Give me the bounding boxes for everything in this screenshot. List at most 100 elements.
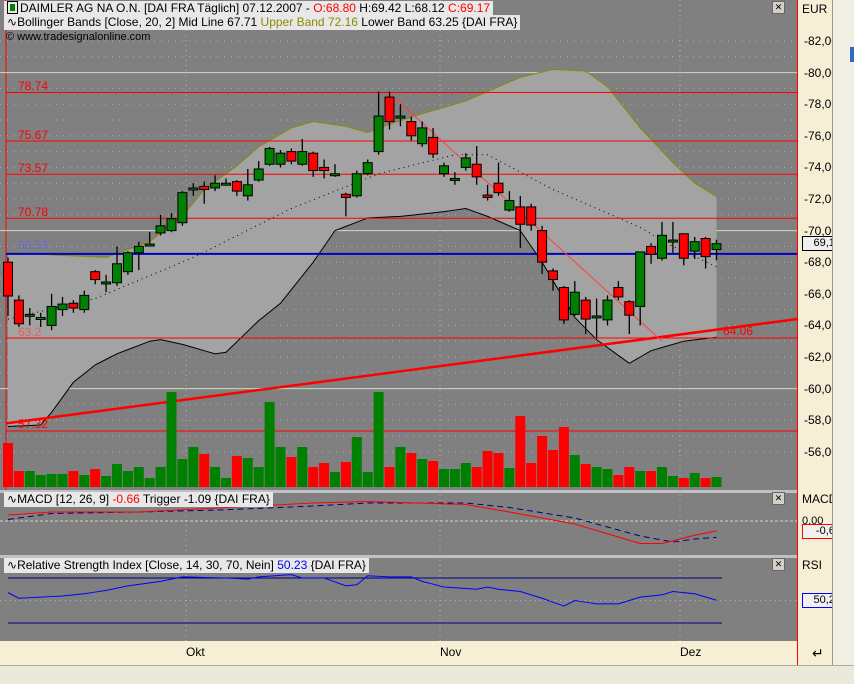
side-panel-item[interactable]: V <box>850 248 854 264</box>
volume-bar <box>112 464 122 487</box>
side-panel-item[interactable] <box>850 186 854 202</box>
panel-divider <box>0 490 797 493</box>
side-panel-item[interactable]: S <box>850 140 854 156</box>
volume-bar <box>635 471 646 487</box>
price-axis[interactable]: EUR -82,00 -80,00 -78,00 -76,00 -74,00 -72,00… <box>797 0 845 665</box>
side-panel-item[interactable]: E <box>850 450 854 466</box>
rsi-legend[interactable]: ∿Relative Strength Index [Close, 14, 30,… <box>4 558 369 573</box>
volume-bar <box>428 461 439 487</box>
candle-body <box>384 96 395 123</box>
side-panel-item[interactable]: D <box>850 46 854 62</box>
side-panel-item[interactable]: F <box>850 264 854 280</box>
bollinger-label: Bollinger Bands [Close, 20, 2] Mid Line … <box>17 15 261 29</box>
currency-label: EUR <box>802 2 828 16</box>
price-tick: -64,00 <box>804 318 839 333</box>
level-label: 78.74 <box>18 79 49 93</box>
volume-bar <box>613 475 624 487</box>
level-label: 73.57 <box>18 161 49 175</box>
candle-body <box>373 115 384 153</box>
candle-body <box>24 313 35 317</box>
side-panel-item[interactable] <box>850 403 854 419</box>
volume-bar <box>351 437 362 487</box>
volume-bar <box>221 478 231 487</box>
side-panel-item[interactable]: E <box>850 465 854 481</box>
volume-bar <box>253 467 264 487</box>
macd-legend[interactable]: ∿MACD [12, 26, 9] -0.66 Trigger -1.09 {D… <box>4 492 273 507</box>
side-panel-item[interactable]: L <box>850 171 854 187</box>
side-panel-item[interactable]: F <box>850 93 854 109</box>
candle-body <box>340 193 351 198</box>
volume-bar <box>667 476 678 487</box>
volume-bar <box>373 392 384 487</box>
candle-body <box>700 238 711 258</box>
side-panel-item[interactable] <box>850 295 854 311</box>
volume-bar <box>24 471 35 487</box>
volume-bar <box>700 478 711 487</box>
volume-bar <box>504 468 515 487</box>
candle-body <box>144 243 155 247</box>
side-panel-item[interactable]: D <box>850 341 854 357</box>
candle-body <box>297 151 308 165</box>
volume-bar <box>264 402 275 487</box>
candle-body <box>275 152 286 165</box>
close-panel-button[interactable]: ✕ <box>772 1 785 14</box>
side-panel-item[interactable]: F <box>850 279 854 295</box>
side-panel-item[interactable]: V <box>850 326 854 342</box>
rsi-value: 50.23 <box>277 558 308 572</box>
price-tick: -62,00 <box>804 350 839 364</box>
candle-body <box>471 163 482 178</box>
side-panel-item[interactable] <box>850 233 854 249</box>
macd-line <box>7 500 717 544</box>
candle-body <box>46 305 57 326</box>
side-panel[interactable]: MOFDENFS SSL CC VFF AVDEFE FFEE <box>832 0 854 665</box>
side-panel-item[interactable]: F <box>850 419 854 435</box>
price-tick: -56,00 <box>804 444 839 459</box>
month-label: Nov <box>440 645 462 659</box>
side-panel-item[interactable]: F <box>850 434 854 450</box>
side-panel-item[interactable]: F <box>850 31 854 47</box>
candle-body <box>428 136 439 155</box>
rsi-axis-label: RSI <box>802 558 823 572</box>
volume-bar <box>526 463 537 487</box>
candle-icon <box>7 1 18 14</box>
axis-corner-icon[interactable]: ↵ <box>812 645 824 661</box>
side-panel-item[interactable]: E <box>850 388 854 404</box>
side-panel-item[interactable]: O <box>850 16 854 32</box>
side-panel-item[interactable]: E <box>850 357 854 373</box>
side-panel-item[interactable]: M <box>850 0 854 16</box>
volume-bar <box>297 447 308 487</box>
lower-band-value: Lower Band 63.25 {DAI FRA} <box>357 15 518 29</box>
candle-body <box>308 152 319 172</box>
close-rsi-button[interactable]: ✕ <box>772 558 785 571</box>
rsi-rest: {DAI FRA} <box>307 558 366 572</box>
side-panel-item[interactable] <box>850 124 854 140</box>
volume-bar <box>711 477 722 487</box>
candle-body <box>35 317 46 320</box>
side-panel-item[interactable]: S <box>850 109 854 125</box>
candle-body <box>591 315 602 319</box>
side-panel-item[interactable]: C <box>850 202 854 218</box>
volume-bar <box>646 471 657 487</box>
side-panel-item[interactable]: S <box>850 155 854 171</box>
side-panel-item[interactable]: E <box>850 62 854 78</box>
price-tick: -74,00 <box>804 160 839 175</box>
close-macd-button[interactable]: ✕ <box>772 492 785 505</box>
candle-body <box>711 243 722 251</box>
volume-bar <box>493 453 504 487</box>
indicator-icon: ∿ <box>7 558 18 572</box>
volume-bar <box>548 450 558 487</box>
chart-canvas[interactable] <box>0 0 797 641</box>
side-panel-item[interactable]: N <box>850 78 854 94</box>
volume-bar <box>417 459 428 487</box>
volume-bar <box>515 416 526 487</box>
candle-body <box>68 302 79 309</box>
side-panel-item[interactable]: A <box>850 310 854 326</box>
side-panel-item[interactable]: F <box>850 372 854 388</box>
volume-bar <box>275 447 286 487</box>
bollinger-legend[interactable]: ∿Bollinger Bands [Close, 20, 2] Mid Line… <box>4 15 521 30</box>
level-label: 57.32 <box>18 417 49 431</box>
price-tick: -66,00 <box>804 286 839 301</box>
low-value: L:68.12 <box>404 1 445 15</box>
side-panel-item[interactable]: C <box>850 217 854 233</box>
candle-body <box>319 166 330 172</box>
